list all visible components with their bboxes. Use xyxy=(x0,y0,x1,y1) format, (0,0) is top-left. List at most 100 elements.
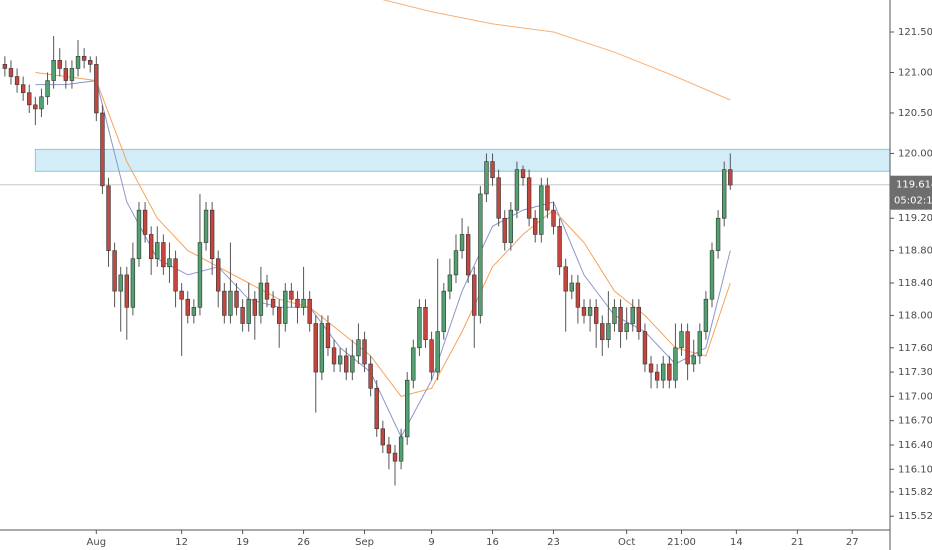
candle-body xyxy=(667,363,672,381)
candle-body xyxy=(533,217,538,235)
candle-body xyxy=(490,161,495,179)
x-tick-label: 19 xyxy=(236,537,249,548)
candle-body xyxy=(648,363,654,373)
candle-body xyxy=(185,298,190,316)
candle-body xyxy=(228,290,233,316)
y-tick-label: 119.200 xyxy=(898,213,932,224)
candle-body xyxy=(179,290,184,300)
candle-body xyxy=(600,323,605,341)
candle-body xyxy=(465,234,471,276)
candle-body xyxy=(392,452,398,462)
candle-body xyxy=(14,76,20,85)
candle-body xyxy=(673,347,678,381)
moving-average xyxy=(382,0,731,101)
candle-body xyxy=(417,307,422,349)
candle-body xyxy=(642,331,648,365)
x-tick-label: 21 xyxy=(791,537,804,548)
candle-body xyxy=(508,209,514,243)
candle-body xyxy=(344,355,349,373)
candle-body xyxy=(435,331,440,373)
y-tick-label: 117.000 xyxy=(898,391,932,402)
candle-body xyxy=(715,217,721,251)
candle-body xyxy=(612,307,617,324)
candle-body xyxy=(234,290,239,308)
y-tick-label: 116.700 xyxy=(898,416,932,427)
candle-body xyxy=(277,307,282,324)
x-tick-label: 14 xyxy=(730,537,743,548)
candle-body xyxy=(148,234,154,260)
candle-body xyxy=(496,177,501,219)
candle-body xyxy=(75,55,81,69)
candle-body xyxy=(581,307,587,316)
candle-body xyxy=(398,436,404,462)
candle-body xyxy=(478,193,483,316)
x-tick-label: 12 xyxy=(175,537,188,548)
candle-body xyxy=(636,307,642,332)
candle-body xyxy=(51,60,56,81)
candle-body xyxy=(2,64,8,69)
candle-body xyxy=(63,68,69,81)
candle-body xyxy=(295,298,300,308)
candle-body xyxy=(453,250,459,276)
candle-body xyxy=(130,258,136,308)
candle-body xyxy=(27,92,32,106)
candle-body xyxy=(313,323,318,373)
candle-body xyxy=(386,444,392,454)
candle-body xyxy=(679,331,684,349)
x-tick-label: 21:00 xyxy=(667,537,696,548)
candle-body xyxy=(661,363,666,381)
candle-body xyxy=(447,274,453,292)
candle-body xyxy=(106,185,111,251)
candle-body xyxy=(630,307,635,324)
x-tick-label: 9 xyxy=(428,537,434,548)
candle-body xyxy=(575,282,581,308)
candle-body xyxy=(155,242,160,260)
candle-body xyxy=(728,169,733,186)
y-tick-label: 118.000 xyxy=(898,310,932,321)
candle-body xyxy=(350,355,355,373)
candle-body xyxy=(368,363,373,389)
y-tick-label: 121.500 xyxy=(898,27,932,38)
x-tick-label: 23 xyxy=(547,537,560,548)
candle-body xyxy=(563,266,568,292)
moving-average xyxy=(35,72,731,397)
candle-body xyxy=(526,177,532,219)
candle-body xyxy=(654,371,660,381)
y-tick-label: 116.400 xyxy=(898,440,932,451)
candle-body xyxy=(587,307,593,316)
candle-body xyxy=(691,355,696,365)
y-tick-label: 118.400 xyxy=(898,278,932,289)
candle-body xyxy=(722,169,727,219)
candle-body xyxy=(124,274,129,308)
candle-body xyxy=(307,298,312,324)
candle-body xyxy=(258,282,264,316)
candle-body xyxy=(685,331,690,365)
candle-body xyxy=(197,242,203,308)
candle-body xyxy=(264,282,270,300)
candle-body xyxy=(209,209,215,260)
candle-body xyxy=(502,217,507,243)
candle-body xyxy=(167,258,172,268)
candle-body xyxy=(624,323,629,332)
candle-body xyxy=(374,387,379,430)
candle-body xyxy=(539,185,544,235)
candle-body xyxy=(429,339,434,373)
candle-body xyxy=(484,161,489,195)
candle-body xyxy=(94,64,99,114)
y-tick-label: 118.800 xyxy=(898,246,932,257)
x-tick-label: Oct xyxy=(618,537,635,548)
candle-body xyxy=(301,298,306,308)
candle-body xyxy=(545,185,550,211)
last-price-label: 119.614 xyxy=(896,180,932,191)
candle-body xyxy=(557,226,562,268)
candle-body xyxy=(593,307,599,324)
candle-body xyxy=(472,274,477,316)
candle-body xyxy=(39,96,44,110)
candle-body xyxy=(289,290,294,300)
candle-body xyxy=(283,290,288,324)
candle-body xyxy=(337,355,343,365)
candle-body xyxy=(45,80,50,98)
y-tick-label: 121.000 xyxy=(898,67,932,78)
candle-body xyxy=(191,307,197,316)
